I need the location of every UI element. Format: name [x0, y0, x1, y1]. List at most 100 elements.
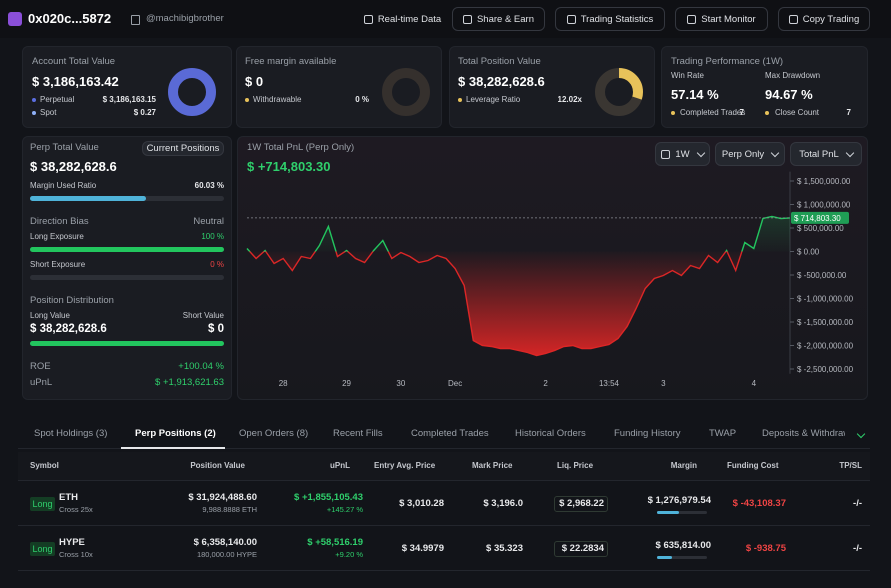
chart-title: 1W Total PnL (Perp Only) [247, 142, 355, 153]
tab[interactable]: Open Orders (8) [239, 428, 309, 439]
current-positions-button[interactable]: Current Positions [142, 141, 224, 156]
tab[interactable]: Deposits & Withdraw [762, 428, 845, 439]
card [661, 46, 868, 128]
label: Total PnL [799, 148, 839, 160]
tab[interactable]: Funding History [614, 428, 681, 439]
label: Position Distribution [30, 295, 114, 306]
symbol: HYPE [59, 537, 85, 548]
bullet [32, 98, 36, 102]
value: Neutral [193, 216, 224, 227]
entry-price: $ 34.9979 [401, 543, 444, 554]
logo [8, 12, 22, 26]
row-divider [18, 570, 870, 571]
value: $ 38,282,628.6 [30, 323, 107, 335]
label: uPnL [30, 377, 53, 388]
funding-cost: $ -938.75 [745, 543, 786, 554]
bullet [458, 98, 462, 102]
bullet [765, 111, 769, 115]
y-tick-label: $ -500,000.00 [797, 271, 847, 280]
y-tick-label: $ -1,000,000.00 [797, 295, 854, 304]
column-header: uPnL [330, 461, 350, 470]
current-label: $ 714,803.30 [794, 214, 841, 223]
entry-price: $ 3,010.28 [399, 498, 444, 509]
column-header: Margin [670, 461, 697, 470]
symbol: ETH [59, 492, 78, 503]
donut-arc [595, 68, 643, 116]
position-size: 9,988.8888 ETH [202, 505, 257, 514]
tab[interactable]: TWAP [709, 428, 737, 439]
row-value: 12.02x [557, 95, 582, 104]
x-tick-label: 30 [396, 379, 405, 388]
side-badge: Long [30, 542, 55, 556]
card-title: Free margin available [245, 56, 337, 67]
label: Long Value [30, 311, 70, 320]
value: 100 % [201, 232, 224, 241]
bullet [671, 111, 675, 115]
handle: @machibigbrother [146, 13, 224, 24]
table-header-bg [18, 452, 870, 480]
card-value: $ 38,282,628.6 [458, 74, 545, 89]
panel-title: Perp Total Value [30, 142, 99, 153]
chart-control[interactable]: Total PnL [790, 142, 862, 166]
position-value: $ 6,358,140.00 [193, 537, 257, 548]
tab[interactable]: Historical Orders [515, 428, 586, 439]
x-tick-label: 28 [279, 379, 288, 388]
tab[interactable]: Spot Holdings (3) [34, 428, 108, 439]
donut [168, 68, 216, 116]
header-button[interactable]: Copy Trading [778, 7, 870, 31]
tab-divider [18, 448, 870, 449]
row-divider [18, 525, 870, 526]
column-header: Mark Price [472, 461, 513, 470]
stat-value: 57.14 % [671, 87, 719, 102]
card-title: Account Total Value [32, 56, 116, 67]
liq-box [554, 496, 608, 512]
bullet [32, 111, 36, 115]
header-button[interactable]: Share & Earn [452, 7, 545, 31]
copy-icon[interactable] [131, 15, 140, 25]
row-value: $ 3,186,163.15 [102, 95, 156, 104]
x-tick-label: 29 [342, 379, 351, 388]
row-value: 0 % [355, 95, 369, 104]
header-button[interactable]: Start Monitor [675, 7, 768, 31]
icon [661, 149, 671, 159]
row-value: $ 0.27 [133, 108, 156, 117]
mark-price: $ 3,196.0 [483, 498, 523, 509]
distribution-bar [30, 341, 224, 346]
margin: $ 635,814.00 [655, 540, 711, 551]
chart-total: $ +714,803.30 [247, 159, 331, 174]
liq-price: $ 22.2834 [561, 543, 604, 554]
tab[interactable]: Completed Trades [411, 428, 489, 439]
label: ROE [30, 361, 51, 372]
funding-cost: $ -43,108.37 [732, 498, 786, 509]
upnl-pct: +145.27 % [326, 505, 363, 514]
value: 60.03 % [194, 181, 224, 190]
icon [363, 14, 373, 24]
current-badge [791, 211, 849, 224]
value: $ +1,913,621.63 [155, 377, 224, 388]
upnl: $ +1,855,105.43 [294, 492, 363, 503]
upnl-pct: +9.20 % [335, 550, 363, 559]
header-button[interactable]: Real-time Data [360, 7, 445, 31]
y-tick-label: $ 1,000,000.00 [797, 201, 851, 210]
y-tick-label: $ 500,000.00 [797, 224, 844, 233]
row-label: Spot [40, 108, 57, 117]
label: Perp Only [721, 148, 765, 160]
label: Trading Statistics [580, 13, 654, 25]
x-tick-label: 4 [752, 379, 757, 388]
icon [566, 14, 576, 24]
x-tick-label: Dec [448, 379, 462, 388]
chart-control[interactable]: 1W [655, 142, 710, 166]
y-tick-label: $ -2,000,000.00 [797, 342, 854, 351]
chart-control[interactable]: Perp Only [715, 142, 785, 166]
label: Real-time Data [377, 13, 442, 25]
tab[interactable]: Recent Fills [333, 428, 383, 439]
margin-track [657, 556, 707, 559]
y-tick-label: $ 1,500,000.00 [797, 177, 851, 186]
stat-label: Win Rate [671, 71, 704, 80]
tab[interactable]: Perp Positions (2) [135, 428, 216, 439]
perp-panel [22, 136, 232, 400]
position-value: $ 31,924,488.60 [188, 492, 257, 503]
bar-track [30, 275, 224, 280]
header-button[interactable]: Trading Statistics [555, 7, 665, 31]
